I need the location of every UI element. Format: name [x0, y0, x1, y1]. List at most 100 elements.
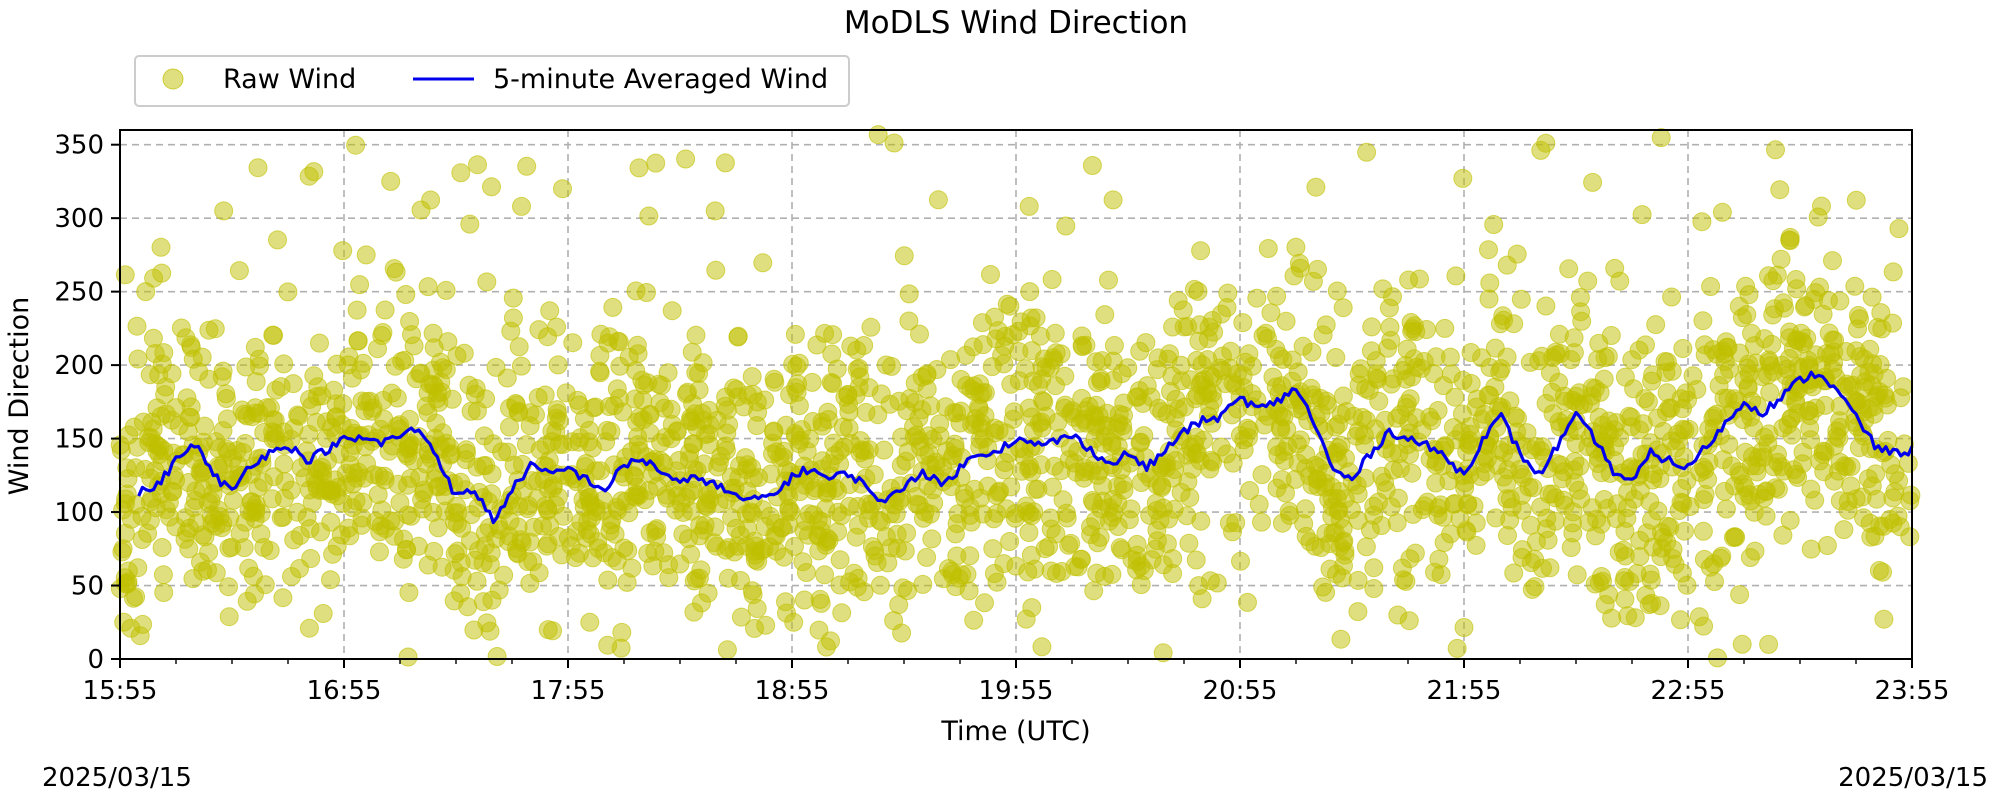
raw-wind-point: [205, 319, 225, 339]
raw-wind-point: [506, 394, 526, 413]
raw-wind-point: [1403, 504, 1423, 524]
raw-wind-point: [899, 284, 919, 304]
raw-wind-point: [1883, 262, 1903, 282]
raw-wind-point: [894, 246, 914, 266]
raw-wind-point: [288, 405, 308, 425]
raw-wind-point: [480, 621, 500, 641]
raw-wind-point: [1491, 359, 1511, 379]
raw-wind-point: [743, 468, 763, 488]
raw-wind-point: [1536, 296, 1556, 316]
raw-wind-point: [468, 155, 487, 175]
raw-wind-point: [1829, 461, 1848, 481]
raw-wind-point: [136, 282, 156, 302]
raw-wind-point: [964, 610, 984, 630]
raw-wind-point: [1397, 339, 1417, 359]
raw-wind-point: [436, 280, 456, 300]
raw-wind-point: [1161, 382, 1180, 401]
raw-wind-point: [994, 354, 1014, 374]
raw-wind-point: [1188, 281, 1208, 301]
raw-wind-point: [322, 480, 342, 500]
x-tick-label: 18:55: [755, 676, 830, 706]
raw-wind-point: [847, 359, 867, 379]
raw-wind-point: [121, 618, 141, 638]
raw-wind-point: [787, 357, 807, 376]
raw-wind-point: [153, 565, 173, 585]
raw-wind-point: [930, 414, 950, 434]
raw-wind-point: [884, 133, 904, 153]
raw-wind-point: [563, 333, 583, 353]
raw-wind-point: [477, 272, 497, 292]
y-tick-label: 300: [54, 204, 104, 234]
raw-wind-point: [194, 432, 213, 452]
raw-wind-point: [777, 603, 796, 623]
raw-wind-point: [1189, 331, 1209, 351]
raw-wind-point: [569, 432, 589, 452]
raw-wind-point: [580, 612, 600, 632]
x-tick-label: 16:55: [307, 676, 382, 706]
raw-wind-point: [1640, 564, 1660, 584]
raw-wind-point: [730, 456, 749, 476]
legend-raw-wind-marker: [162, 68, 184, 90]
raw-wind-point: [1605, 258, 1625, 278]
raw-wind-point: [822, 344, 842, 364]
raw-wind-point: [987, 503, 1007, 523]
raw-wind-point: [598, 333, 618, 353]
raw-wind-point: [1239, 428, 1258, 448]
raw-wind-point: [154, 583, 174, 602]
raw-wind-point: [1046, 376, 1065, 396]
raw-wind-point: [299, 166, 319, 186]
raw-wind-point: [219, 607, 239, 627]
raw-wind-point: [1773, 293, 1793, 313]
raw-wind-point: [333, 394, 353, 414]
raw-wind-point: [549, 434, 569, 454]
raw-wind-point: [1252, 512, 1271, 532]
raw-wind-point: [1045, 323, 1065, 343]
raw-wind-point: [899, 311, 919, 331]
raw-wind-point: [1871, 303, 1891, 323]
raw-wind-point: [1274, 407, 1294, 427]
raw-wind-point: [460, 214, 480, 234]
raw-wind-point: [350, 275, 370, 295]
raw-wind-point: [191, 463, 211, 483]
raw-wind-point: [1231, 551, 1250, 571]
raw-wind-point: [1394, 570, 1413, 590]
y-axis-label: Wind Direction: [4, 297, 35, 495]
chart-title: MoDLS Wind Direction: [844, 5, 1188, 41]
raw-wind-point: [1823, 251, 1842, 271]
raw-wind-point: [1362, 317, 1382, 337]
raw-wind-point: [111, 440, 131, 460]
raw-wind-point: [1497, 255, 1517, 275]
raw-wind-point: [1673, 399, 1692, 419]
raw-wind-point: [432, 557, 452, 577]
raw-wind-point: [428, 383, 448, 403]
raw-wind-point: [1425, 562, 1444, 582]
raw-wind-point: [972, 313, 992, 333]
raw-wind-point: [766, 526, 786, 546]
raw-wind-point: [448, 541, 468, 561]
raw-wind-point: [1073, 337, 1092, 357]
raw-wind-point: [1606, 509, 1626, 529]
raw-wind-point: [951, 370, 971, 389]
raw-wind-point: [1103, 370, 1123, 390]
raw-wind-point: [1016, 609, 1036, 629]
raw-wind-point: [1512, 500, 1532, 520]
raw-wind-point: [467, 401, 487, 421]
raw-wind-point: [1401, 313, 1421, 332]
raw-wind-point: [1226, 513, 1246, 533]
raw-wind-point: [1331, 629, 1351, 649]
raw-wind-point: [1657, 402, 1676, 422]
raw-wind-point: [375, 470, 395, 490]
raw-wind-point: [1614, 571, 1634, 591]
raw-wind-point: [646, 153, 666, 173]
raw-wind-point: [1102, 436, 1122, 456]
raw-wind-point: [1755, 329, 1774, 349]
raw-wind-point: [1190, 451, 1210, 471]
raw-wind-point: [1025, 479, 1045, 499]
raw-wind-point: [983, 539, 1003, 559]
raw-wind-point: [124, 588, 143, 608]
raw-wind-point: [1693, 521, 1713, 541]
raw-wind-point: [756, 615, 776, 635]
raw-wind-point: [676, 149, 696, 169]
raw-wind-point: [1622, 350, 1642, 370]
raw-wind-point: [503, 288, 523, 308]
